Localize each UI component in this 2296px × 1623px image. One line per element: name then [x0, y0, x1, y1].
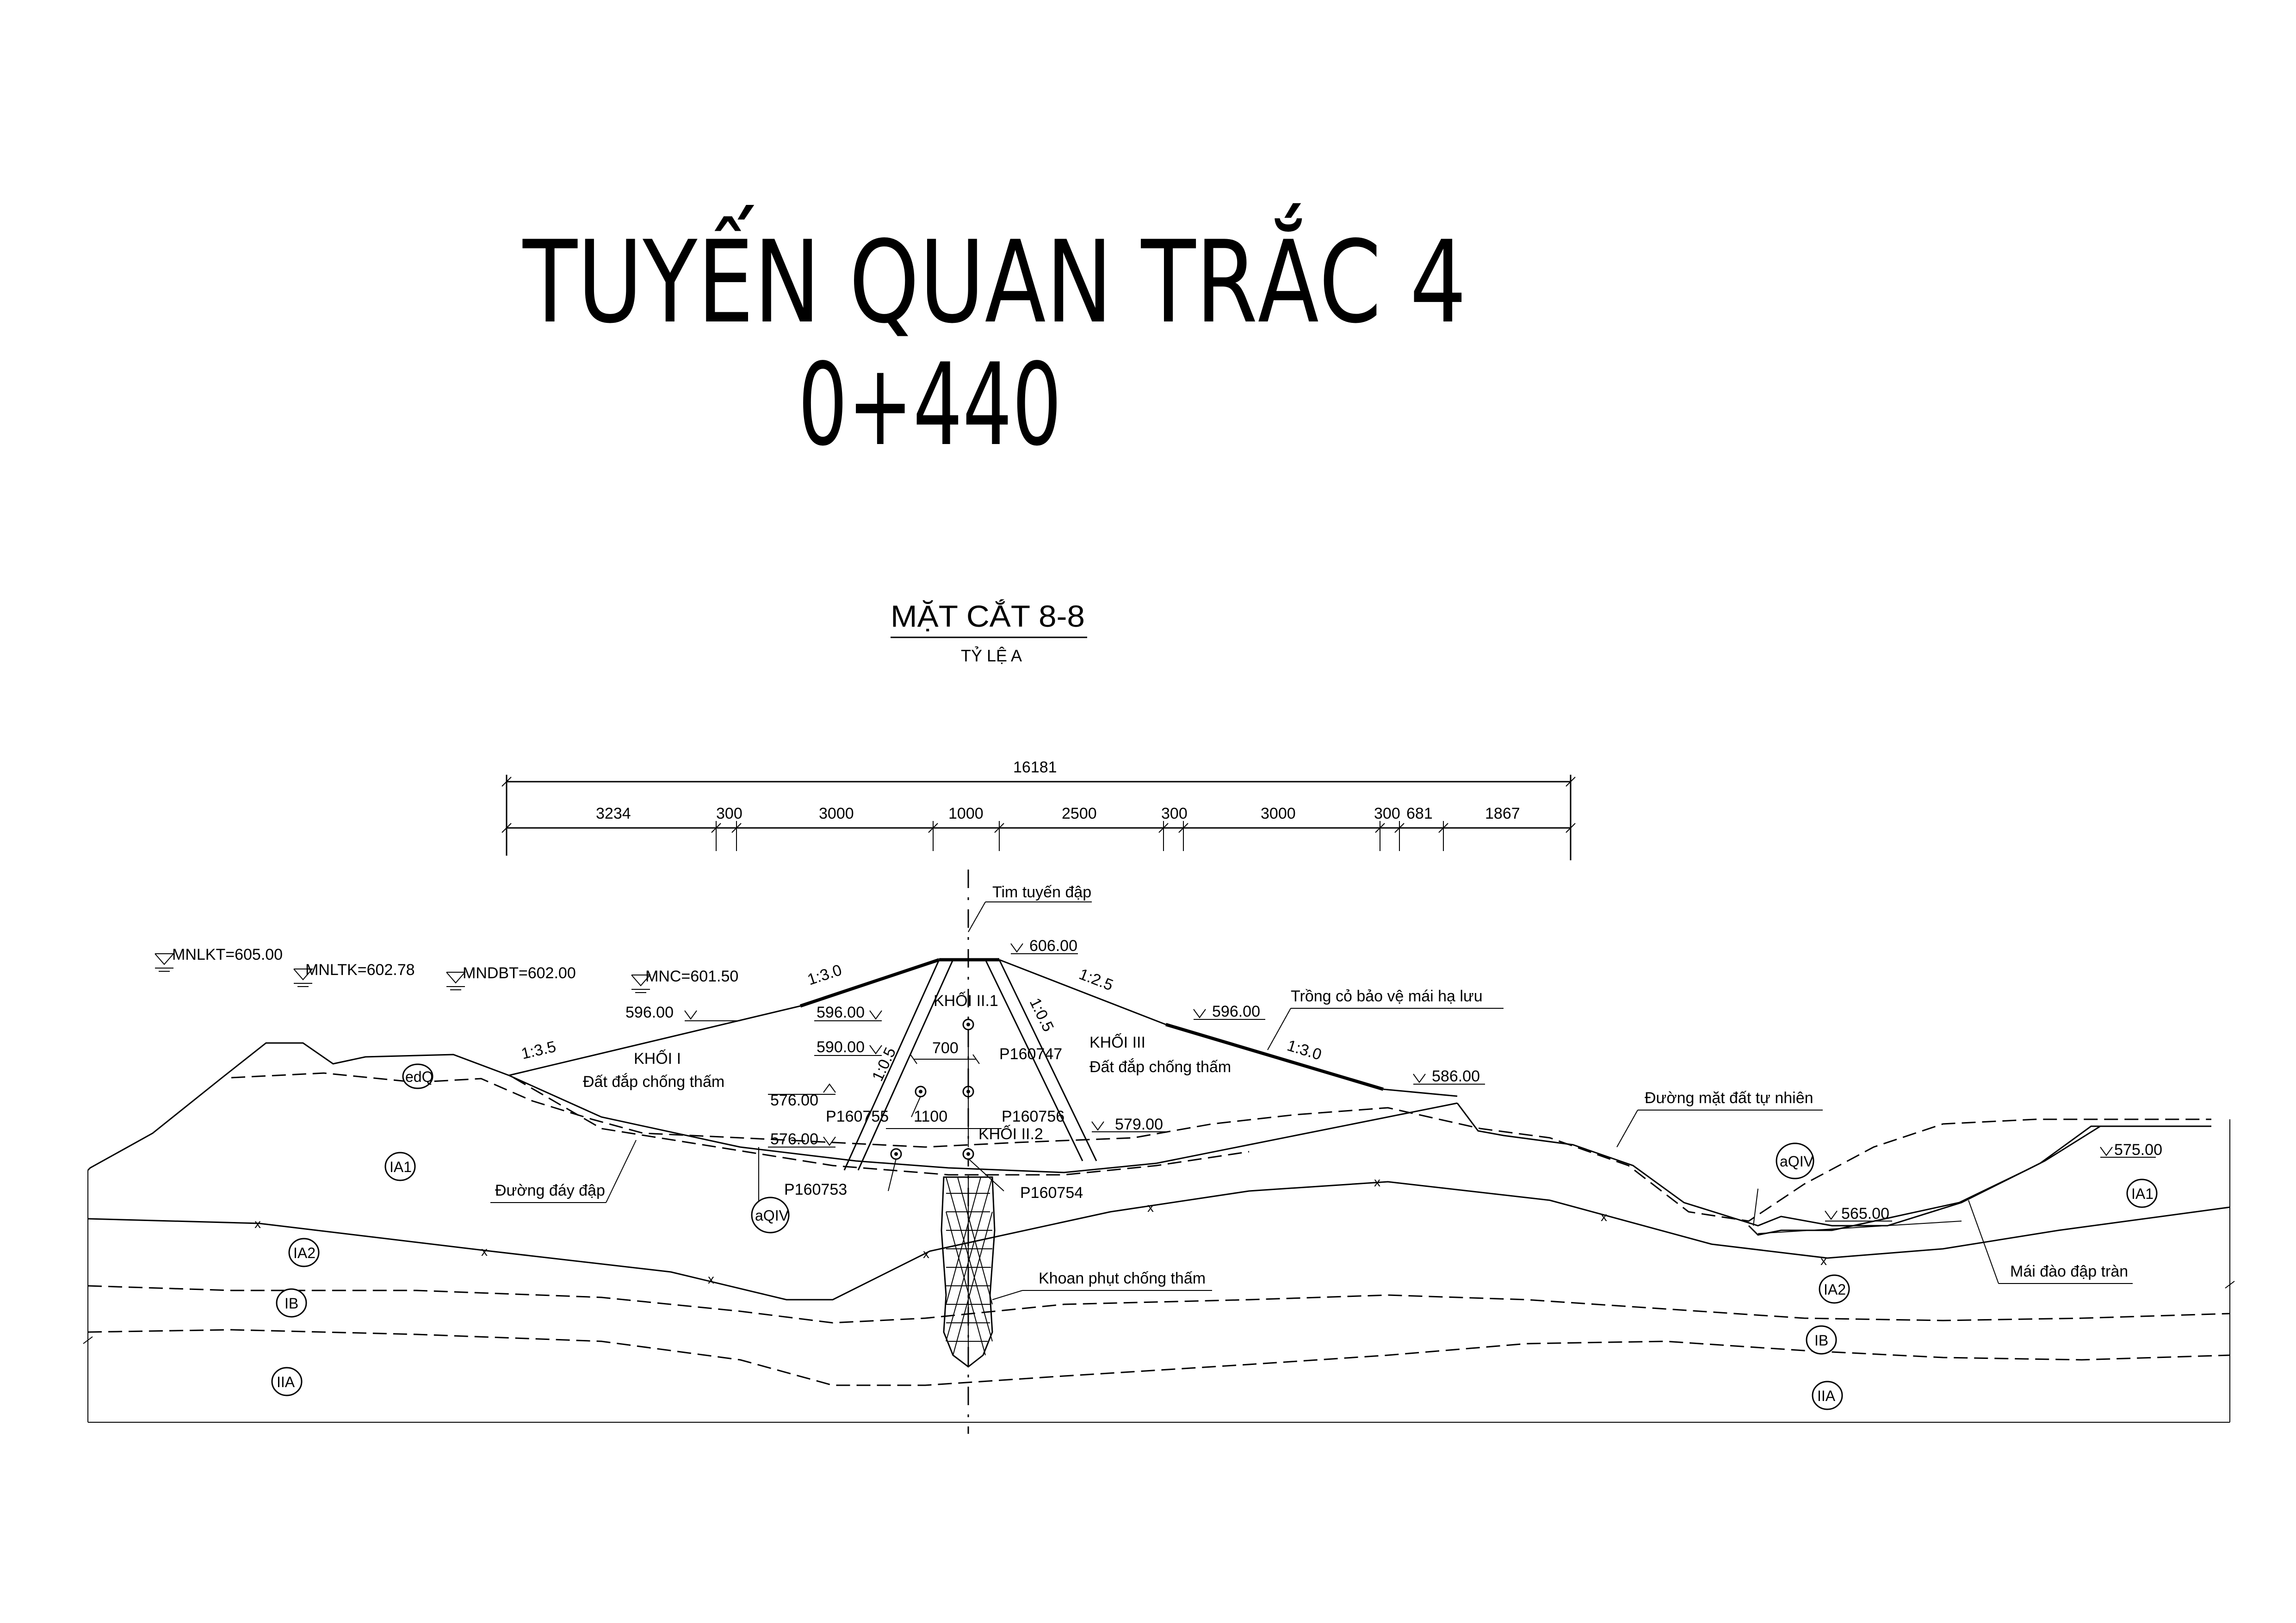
grass-label: Trồng cỏ bảo vệ mái hạ lưu — [1291, 987, 1483, 1005]
elev-core-590: 590.00 — [817, 1038, 865, 1056]
svg-text:x: x — [1820, 1253, 1827, 1268]
dim-seg-7: 3000 — [1261, 805, 1296, 822]
p754-label: P160754 — [1020, 1184, 1083, 1202]
mnc-label: MNC=601.50 — [645, 968, 738, 985]
geo-ia1-left: IA1 — [390, 1159, 412, 1175]
elev-crest: 606.00 — [1029, 937, 1077, 955]
geology-labels: edQ IA1 IA2 IB IIA aQIV aQIV IA1 IA2 IB … — [271, 1063, 2158, 1410]
section-scale: TỶ LỆ A — [961, 646, 1022, 665]
piezometers — [888, 1018, 1004, 1191]
mndbt-label: MNDBT=602.00 — [463, 964, 576, 982]
dam-body — [508, 958, 1458, 1176]
dam-bottom-label: Đường đáy đập — [495, 1182, 605, 1199]
ground-label: Đường mặt đất tự nhiên — [1645, 1089, 1813, 1107]
elev-586: 586.00 — [1432, 1068, 1480, 1085]
station-title: 0+440 — [798, 339, 1062, 471]
geo-ib-right: IB — [1814, 1332, 1828, 1349]
geology-lines: x x x x x x x x — [87, 1175, 2230, 1386]
svg-text:x: x — [1147, 1200, 1154, 1215]
elev-core-596: 596.00 — [817, 1004, 865, 1021]
geo-ia2-right: IA2 — [1824, 1281, 1846, 1298]
core-width-1100: 1100 — [914, 1108, 947, 1125]
svg-text:x: x — [254, 1216, 261, 1231]
geo-aqiv-left: aQIV — [755, 1207, 789, 1224]
zone-khoi22: KHỐI II.2 — [978, 1125, 1043, 1143]
spillway-label: Mái đào đập tràn — [2010, 1263, 2128, 1280]
p755-label: P160755 — [826, 1108, 889, 1125]
dim-seg-10: 1867 — [1485, 805, 1520, 822]
slope-core-right: 1:0.5 — [1026, 995, 1057, 1035]
dim-seg-6: 300 — [1161, 805, 1188, 822]
dim-seg-3: 3000 — [819, 805, 854, 822]
dim-seg-4: 1000 — [948, 805, 984, 822]
mnlkt-label: MNLKT=605.00 — [172, 946, 283, 963]
elev-565: 565.00 — [1841, 1205, 1889, 1222]
zone-khoi3-name: KHỐI III — [1089, 1033, 1145, 1051]
dim-seg-5: 2500 — [1062, 805, 1097, 822]
geo-edq: edQ — [405, 1068, 433, 1085]
svg-text:x: x — [708, 1272, 714, 1286]
svg-text:x: x — [923, 1247, 929, 1261]
elev-576-low: 576.00 — [770, 1130, 818, 1148]
geo-iia-right: IIA — [1817, 1388, 1836, 1404]
slope-up-upper: 1:3.0 — [805, 961, 844, 989]
mnltk-label: MNLTK=602.78 — [305, 961, 415, 979]
dim-seg-8: 300 — [1374, 805, 1400, 822]
p756-label: P160756 — [1002, 1108, 1064, 1125]
geo-ia1-right: IA1 — [2131, 1185, 2154, 1202]
elev-up-596: 596.00 — [625, 1004, 674, 1021]
geo-ib-left: IB — [285, 1295, 298, 1312]
geo-iia-left: IIA — [277, 1374, 295, 1390]
core-width-700: 700 — [932, 1039, 959, 1057]
zone-khoi1-name: KHỐI I — [634, 1049, 681, 1068]
annotation-leaders — [490, 1008, 2133, 1300]
dimension-group: 16181 3234 300 3000 1000 2500 300 3000 3… — [501, 759, 1576, 860]
dim-seg-1: 3234 — [596, 805, 631, 822]
grout-label: Khoan phụt chống thấm — [1039, 1270, 1206, 1287]
grout-curtain — [941, 1176, 996, 1368]
zone-khoi21: KHỐI II.1 — [934, 992, 998, 1010]
svg-text:x: x — [1601, 1210, 1607, 1224]
slope-down-lower: 1:3.0 — [1285, 1037, 1324, 1063]
dim-total: 16181 — [1013, 759, 1057, 776]
dim-seg-2: 300 — [716, 805, 743, 822]
elev-575: 575.00 — [2114, 1141, 2162, 1159]
svg-text:x: x — [1374, 1175, 1380, 1189]
zone-khoi1-desc: Đất đắp chống thấm — [583, 1073, 724, 1091]
elevation-markers — [684, 943, 2156, 1222]
slope-up-lower: 1:3.5 — [520, 1038, 557, 1063]
zone-khoi3-desc: Đất đắp chống thấm — [1089, 1058, 1231, 1076]
axis-label: Tim tuyến đập — [992, 883, 1091, 901]
elev-down-596: 596.00 — [1212, 1003, 1260, 1020]
main-title: TUYẾN QUAN TRẮC 4 — [522, 203, 1467, 348]
svg-text:x: x — [481, 1244, 488, 1259]
p753-label: P160753 — [784, 1181, 847, 1198]
geo-ia2-left: IA2 — [293, 1245, 316, 1261]
elev-579: 579.00 — [1115, 1116, 1163, 1133]
water-level-marks: MNLKT=605.00 MNLTK=602.78 MNDBT=602.00 M… — [155, 946, 738, 993]
p747-label: P160747 — [999, 1045, 1062, 1063]
section-name: MẶT CẮT 8-8 — [891, 599, 1085, 633]
geo-aqiv-right: aQIV — [1780, 1153, 1814, 1170]
elev-576-up: 576.00 — [770, 1092, 818, 1109]
slope-down-upper: 1:2.5 — [1077, 965, 1115, 994]
terrain — [83, 1042, 2235, 1423]
dim-seg-9: 681 — [1406, 805, 1433, 822]
